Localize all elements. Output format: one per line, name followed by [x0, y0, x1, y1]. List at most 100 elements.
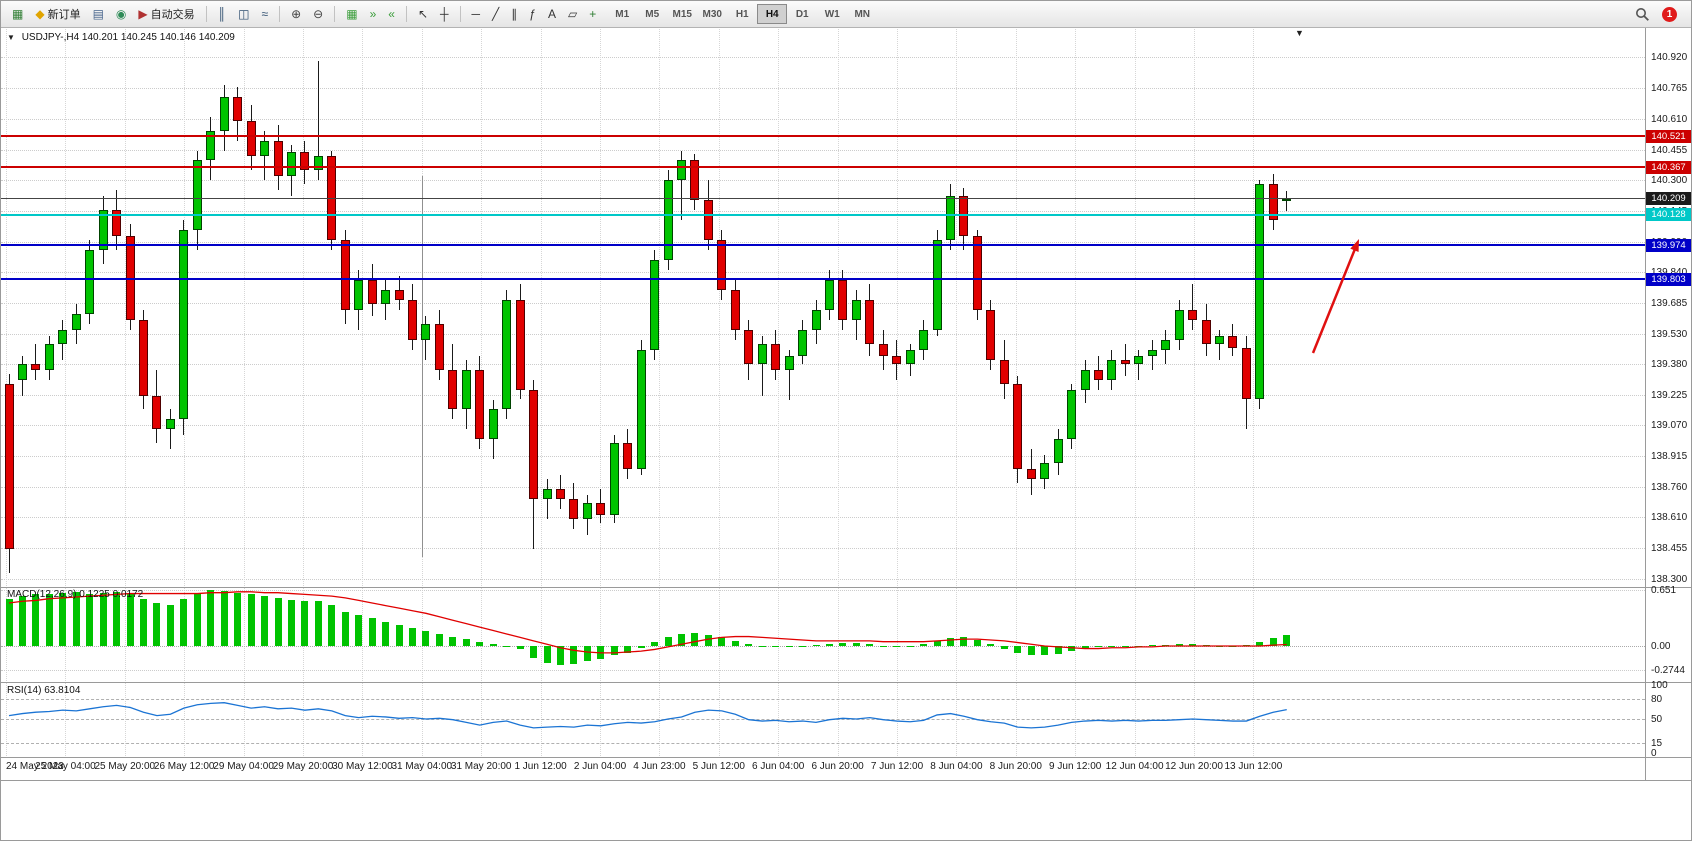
time-gridline	[600, 27, 601, 586]
shapes-button[interactable]: ▱	[563, 3, 582, 25]
rsi-scale-label[interactable]: 15	[1651, 737, 1663, 749]
community-button[interactable]: ◉	[111, 3, 131, 25]
panel-separator[interactable]	[1, 682, 1691, 683]
macd-scale-label[interactable]: -0.2744	[1651, 664, 1685, 676]
zoom-in-button[interactable]: ⊕	[286, 3, 306, 25]
timeframe-button-m15[interactable]: M15	[672, 8, 692, 20]
timeframe-button-w1[interactable]: W1	[824, 8, 840, 20]
horizontal-line-object[interactable]	[1, 244, 1645, 247]
time-axis-label[interactable]: 31 May 20:00	[450, 761, 512, 772]
price-scale-label[interactable]: 140.455	[1651, 144, 1688, 156]
price-scale-label[interactable]: 138.915	[1651, 451, 1688, 463]
time-axis-label[interactable]: 31 May 04:00	[391, 761, 453, 772]
candle	[300, 152, 310, 171]
time-axis-label[interactable]: 12 Jun 04:00	[1105, 761, 1164, 772]
chart-shift-button[interactable]: «	[383, 3, 400, 25]
macd-histogram-bar	[799, 646, 807, 647]
vertical-line-object[interactable]	[422, 176, 423, 557]
macd-scale-label[interactable]: 0.00	[1651, 641, 1671, 652]
macd-histogram-bar	[812, 645, 820, 647]
time-axis-label[interactable]: 6 Jun 04:00	[752, 761, 805, 772]
time-axis-label[interactable]: 1 Jun 12:00	[514, 761, 567, 772]
rsi-scale-label[interactable]: 80	[1651, 693, 1663, 705]
rsi-scale-label[interactable]: 100	[1651, 680, 1668, 691]
price-scale-label[interactable]: 139.530	[1651, 328, 1688, 340]
autotrade-button[interactable]: ▶ 自动交易	[133, 3, 199, 25]
timeframe-button-mn[interactable]: MN	[854, 8, 870, 20]
time-axis-label[interactable]: 7 Jun 12:00	[870, 761, 924, 772]
time-axis-label[interactable]: 29 May 04:00	[213, 761, 274, 772]
time-axis-label[interactable]: 6 Jun 20:00	[811, 761, 864, 772]
time-axis-label[interactable]: 29 May 20:00	[272, 761, 334, 772]
time-axis-label[interactable]: 2 Jun 04:00	[573, 761, 627, 772]
tile-windows-button[interactable]: ▦	[341, 3, 362, 25]
horizontal-line-button[interactable]: ─	[467, 3, 486, 25]
shift-marker-icon[interactable]: ▼	[1295, 28, 1304, 38]
profiles-button[interactable]: ▤	[88, 3, 109, 25]
timeframe-button-h1[interactable]: H1	[735, 8, 749, 20]
price-scale-label[interactable]: 138.300	[1651, 573, 1688, 585]
notification-badge[interactable]: 1	[1662, 6, 1677, 22]
search-icon[interactable]	[1635, 7, 1650, 22]
macd-scale-label[interactable]: 0.651	[1651, 585, 1677, 596]
horizontal-line-object[interactable]	[1, 198, 1645, 199]
macd-histogram-bar	[1216, 646, 1223, 647]
price-gridline	[1, 456, 1645, 458]
price-scale-label[interactable]: 140.610	[1651, 113, 1688, 125]
price-scale-label[interactable]: 140.765	[1651, 82, 1688, 94]
price-scale-label[interactable]: 139.070	[1651, 420, 1688, 432]
crosshair-button[interactable]: ┼	[435, 3, 454, 25]
time-axis-label[interactable]: 5 Jun 12:00	[692, 761, 745, 772]
cursor-button[interactable]: ↖	[413, 3, 433, 25]
candlestick-chart-button[interactable]: ◫	[233, 3, 254, 25]
time-axis-label[interactable]: 8 Jun 20:00	[989, 761, 1042, 772]
horizontal-line-object[interactable]	[1, 135, 1645, 138]
panel-separator[interactable]	[1, 587, 1691, 588]
timeframe-button-d1[interactable]: D1	[795, 8, 809, 20]
timeframe-button-m30[interactable]: M30	[702, 8, 722, 20]
price-scale-label[interactable]: 140.300	[1651, 175, 1688, 187]
line-chart-button[interactable]: ≈	[257, 3, 274, 25]
time-axis-label[interactable]: 24 May 2023	[6, 761, 64, 772]
text-button[interactable]: A	[543, 3, 561, 25]
trendline-button[interactable]: ╱	[487, 3, 504, 25]
arrow-annotation[interactable]	[1311, 244, 1358, 354]
time-axis-label[interactable]: 13 Jun 12:00	[1224, 761, 1283, 772]
horizontal-line-object[interactable]	[1, 213, 1645, 216]
horizontal-line-object[interactable]	[1, 166, 1645, 169]
new-chart-button[interactable]: ▦	[7, 3, 28, 25]
timeframe-button-m5[interactable]: M5	[645, 8, 660, 20]
rsi-scale-label[interactable]: 0	[1651, 748, 1657, 759]
time-axis-label[interactable]: 26 May 12:00	[153, 761, 215, 772]
price-scale-label[interactable]: 139.225	[1651, 389, 1688, 401]
channel-button[interactable]: ∥	[506, 3, 522, 25]
time-axis-label[interactable]: 30 May 12:00	[332, 761, 393, 772]
time-axis-label[interactable]: 8 Jun 04:00	[930, 761, 983, 772]
fibonacci-button[interactable]: ƒ	[524, 3, 541, 25]
chart-list-arrow-icon[interactable]: ▼	[7, 33, 15, 42]
bar-chart-button[interactable]: ║	[213, 3, 232, 25]
rsi-scale-label[interactable]: 50	[1651, 714, 1663, 725]
time-gridline	[1075, 588, 1077, 681]
price-scale-label[interactable]: 139.685	[1651, 297, 1688, 309]
auto-scroll-button[interactable]: »	[365, 3, 382, 25]
time-axis-label[interactable]: 12 Jun 20:00	[1165, 761, 1223, 772]
price-scale-label[interactable]: 138.455	[1651, 542, 1688, 554]
price-scale-label[interactable]: 138.610	[1651, 512, 1688, 524]
price-scale-label[interactable]: 139.380	[1651, 358, 1688, 370]
macd-histogram-bar	[462, 639, 470, 646]
price-scale-label[interactable]: 138.760	[1651, 482, 1688, 494]
price-scale-label[interactable]: 140.920	[1651, 51, 1688, 63]
timeframe-button-m1[interactable]: M1	[615, 8, 630, 20]
time-axis-label[interactable]: 4 Jun 23:00	[633, 761, 686, 772]
horizontal-line-object[interactable]	[1, 278, 1645, 281]
new-order-button[interactable]: ◆ 新订单	[30, 3, 85, 25]
time-gridline	[1015, 27, 1017, 586]
time-axis-label[interactable]: 9 Jun 12:00	[1049, 761, 1102, 772]
zoom-out-button[interactable]: ⊖	[308, 3, 328, 25]
timeframe-button-h4[interactable]: H4	[757, 4, 788, 24]
indicators-button[interactable]: +	[584, 3, 601, 25]
time-axis-label[interactable]: 25 May 04:00	[35, 761, 96, 772]
price-scale-label[interactable]: 139.840	[1651, 267, 1687, 278]
time-axis-label[interactable]: 25 May 20:00	[94, 761, 156, 772]
